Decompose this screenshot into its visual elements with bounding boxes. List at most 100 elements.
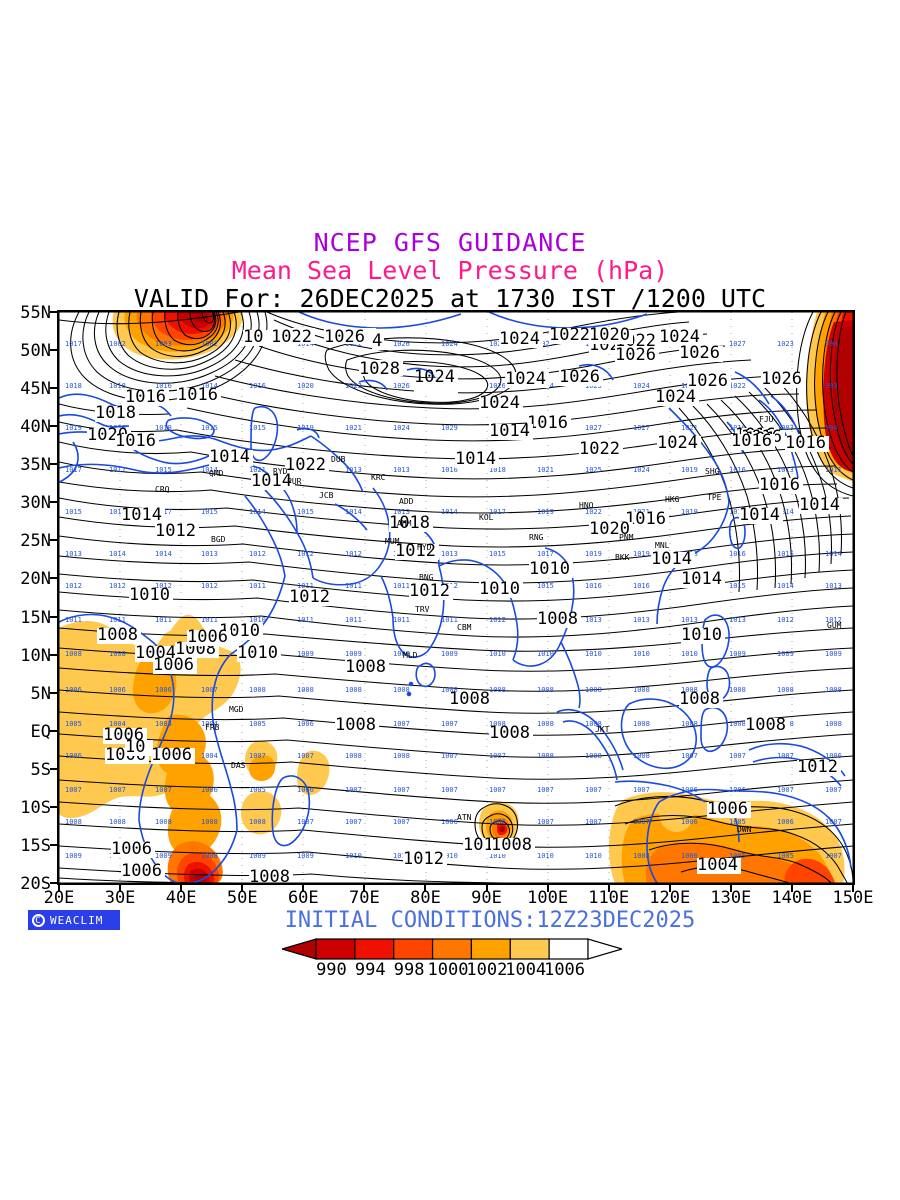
- svg-text:1021: 1021: [681, 424, 698, 432]
- svg-text:1006: 1006: [489, 818, 506, 826]
- svg-text:1010: 1010: [537, 650, 554, 658]
- y-axis-tick-label: 55N: [20, 303, 51, 323]
- svg-text:1008: 1008: [777, 686, 794, 694]
- svg-text:1015: 1015: [65, 508, 82, 516]
- svg-text:1008: 1008: [201, 852, 218, 860]
- svg-text:1018: 1018: [65, 382, 82, 390]
- y-axis-tick-label: 5N: [30, 683, 51, 704]
- svg-text:1008: 1008: [745, 715, 786, 735]
- svg-text:1008: 1008: [489, 723, 530, 743]
- svg-text:1013: 1013: [681, 616, 698, 624]
- svg-text:DAS: DAS: [231, 761, 246, 770]
- svg-text:1009: 1009: [249, 852, 266, 860]
- svg-text:1006: 1006: [65, 686, 82, 694]
- svg-text:1006: 1006: [681, 818, 698, 826]
- weaclim-label: WEACLIM: [50, 913, 104, 927]
- x-axis-tick-label: 100E: [527, 888, 569, 908]
- svg-text:1005: 1005: [249, 720, 266, 728]
- svg-text:1008: 1008: [201, 818, 218, 826]
- svg-text:1007: 1007: [729, 752, 746, 760]
- svg-text:1016: 1016: [785, 433, 826, 453]
- svg-text:1014: 1014: [739, 505, 780, 525]
- svg-text:1006: 1006: [109, 686, 126, 694]
- svg-text:1007: 1007: [345, 786, 362, 794]
- colorbar-tick: 1004: [505, 960, 547, 980]
- svg-text:1007: 1007: [393, 818, 410, 826]
- svg-text:1007: 1007: [393, 720, 410, 728]
- svg-text:1007: 1007: [825, 852, 842, 860]
- svg-text:1014: 1014: [109, 550, 126, 558]
- y-axis-tick: [50, 425, 57, 428]
- svg-text:PNM: PNM: [619, 533, 634, 542]
- svg-text:1014: 1014: [777, 508, 794, 516]
- svg-text:1014: 1014: [251, 471, 292, 491]
- colorbar-swatches: [282, 938, 622, 960]
- chart-valid-time: VALID For: 26DEC2025 at 1730 IST /1200 U…: [133, 284, 767, 313]
- svg-text:HNO: HNO: [579, 501, 594, 510]
- svg-text:1008: 1008: [825, 686, 842, 694]
- svg-text:1007: 1007: [155, 786, 172, 794]
- svg-text:1016: 1016: [125, 387, 166, 407]
- colorbar-segment: [354, 938, 395, 960]
- pressure-colorbar[interactable]: 990 994 998 1000 1002 1004 1006: [282, 938, 622, 986]
- x-axis-tick: [180, 885, 183, 892]
- svg-text:MLD: MLD: [403, 651, 418, 660]
- svg-text:QMD: QMD: [209, 469, 224, 478]
- svg-text:1007: 1007: [489, 752, 506, 760]
- svg-text:1008: 1008: [585, 752, 602, 760]
- svg-text:1027: 1027: [585, 424, 602, 432]
- x-axis-tick: [607, 885, 610, 892]
- svg-text:4: 4: [372, 331, 382, 351]
- svg-text:1008: 1008: [345, 752, 362, 760]
- svg-text:1026: 1026: [615, 345, 656, 365]
- svg-text:1008: 1008: [393, 752, 410, 760]
- svg-text:1012: 1012: [825, 616, 842, 624]
- svg-text:1014: 1014: [155, 550, 172, 558]
- svg-text:1008: 1008: [633, 852, 650, 860]
- svg-text:RYD: RYD: [273, 467, 288, 476]
- x-axis-tick-label: 60E: [287, 888, 319, 908]
- svg-text:1003: 1003: [155, 720, 172, 728]
- svg-text:1009: 1009: [155, 852, 172, 860]
- svg-text:1014: 1014: [777, 582, 794, 590]
- svg-text:1006: 1006: [153, 655, 194, 675]
- svg-text:1010: 1010: [529, 559, 570, 579]
- svg-text:1012: 1012: [403, 849, 444, 869]
- svg-text:BKK: BKK: [615, 553, 630, 562]
- svg-text:1008: 1008: [109, 818, 126, 826]
- svg-text:1014: 1014: [201, 466, 218, 474]
- weaclim-logo[interactable]: C WEACLIM: [28, 910, 120, 930]
- svg-text:1012: 1012: [109, 582, 126, 590]
- svg-text:1008: 1008: [537, 720, 554, 728]
- svg-text:1021: 1021: [345, 424, 362, 432]
- svg-text:1008: 1008: [491, 835, 532, 855]
- svg-text:1013: 1013: [393, 466, 410, 474]
- x-axis-tick-label: 150E: [832, 888, 874, 908]
- colorbar-segment: [470, 938, 511, 960]
- svg-text:1009: 1009: [777, 650, 794, 658]
- svg-text:1005: 1005: [729, 852, 746, 860]
- y-axis-tick-label: 15N: [20, 607, 51, 628]
- svg-text:MGD: MGD: [229, 705, 244, 714]
- svg-text:1009: 1009: [297, 852, 314, 860]
- x-axis-tick: [790, 885, 793, 892]
- svg-text:1016: 1016: [155, 382, 172, 390]
- svg-text:FJU: FJU: [759, 415, 774, 424]
- svg-text:1011: 1011: [155, 616, 172, 624]
- svg-text:1014: 1014: [825, 550, 842, 558]
- y-axis-tick-label: 40N: [20, 417, 51, 438]
- svg-text:1015: 1015: [155, 466, 172, 474]
- colorbar-segment: [509, 938, 550, 960]
- svg-text:JKT: JKT: [595, 725, 610, 734]
- colorbar-tick: 998: [393, 960, 425, 980]
- svg-text:1008: 1008: [489, 720, 506, 728]
- svg-text:1007: 1007: [297, 818, 314, 826]
- svg-text:1010: 1010: [345, 852, 362, 860]
- svg-text:1012: 1012: [201, 582, 218, 590]
- svg-text:1008: 1008: [537, 686, 554, 694]
- svg-text:1005: 1005: [65, 720, 82, 728]
- svg-text:1023: 1023: [777, 340, 794, 348]
- svg-text:1014: 1014: [681, 569, 722, 589]
- svg-text:1010: 1010: [537, 852, 554, 860]
